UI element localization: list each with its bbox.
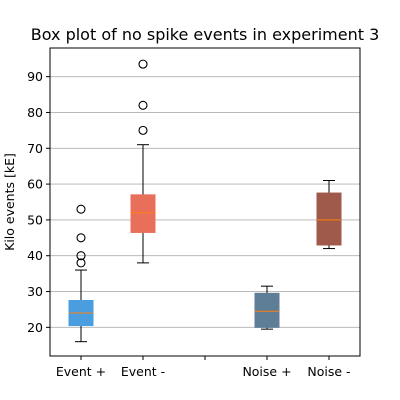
x-tick-label-3: Noise + xyxy=(242,364,291,379)
box-3 xyxy=(316,180,342,250)
y-tick-label-40: 40 xyxy=(27,248,43,263)
boxes-layer xyxy=(68,59,342,343)
y-tick-label-20: 20 xyxy=(27,320,43,335)
outlier-point xyxy=(76,251,86,261)
y-tick-label-60: 60 xyxy=(27,177,43,192)
outlier-point xyxy=(76,204,86,214)
outlier-point xyxy=(76,258,86,268)
outlier-point xyxy=(138,125,148,135)
box-1 xyxy=(130,59,156,264)
x-tick-label-1: Event - xyxy=(121,364,165,379)
y-axis-label: Kilo events [kE] xyxy=(2,153,17,251)
y-tick-label-80: 80 xyxy=(27,105,43,120)
box-body xyxy=(254,292,280,328)
axes-frame xyxy=(49,47,361,357)
outlier-point xyxy=(76,233,86,243)
ticks-layer: 20 30 40 50 60 70 80 90 Event + Event - Noise + Noi… xyxy=(27,69,350,379)
y-tick-label-70: 70 xyxy=(27,141,43,156)
y-tick-label-50: 50 xyxy=(27,212,43,227)
y-tick-label-30: 30 xyxy=(27,284,43,299)
outlier-point xyxy=(138,59,148,69)
box-0 xyxy=(68,204,94,343)
box-body xyxy=(130,194,156,233)
box-2 xyxy=(254,285,280,330)
chart-title: Box plot of no spike events in experimen… xyxy=(31,25,380,44)
box-body xyxy=(316,192,342,246)
x-tick-label-0: Event + xyxy=(56,364,106,379)
outlier-point xyxy=(138,100,148,110)
x-tick-label-4: Noise - xyxy=(307,364,350,379)
y-tick-label-90: 90 xyxy=(27,69,43,84)
grid-lines xyxy=(50,76,360,328)
